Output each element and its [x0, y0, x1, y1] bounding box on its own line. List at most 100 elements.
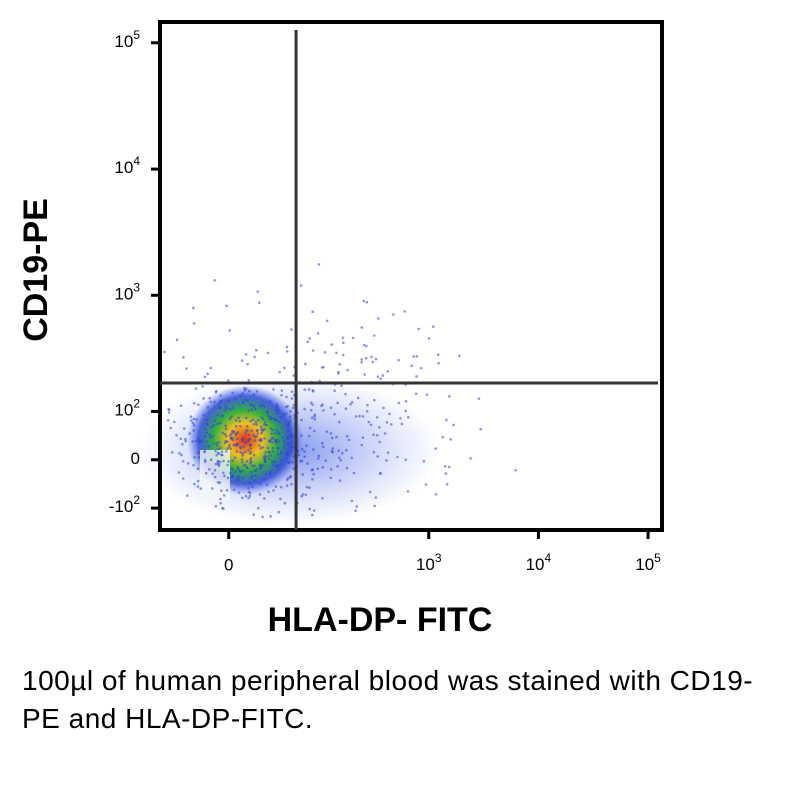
event-dot [237, 416, 240, 420]
event-dot [216, 459, 220, 463]
event-dot [321, 496, 324, 500]
event-dot [205, 422, 208, 426]
event-dot [253, 478, 256, 482]
event-dot [266, 455, 270, 458]
event-dot [350, 400, 354, 404]
event-dot [268, 472, 272, 475]
event-dot [441, 435, 444, 439]
event-dot [211, 434, 215, 438]
event-dot [404, 399, 408, 403]
event-dot [311, 310, 314, 314]
event-dot [338, 479, 342, 482]
event-dot [330, 343, 333, 346]
event-dot [170, 451, 174, 454]
event-dot [279, 497, 282, 501]
event-dot [208, 396, 211, 400]
event-dot [211, 487, 214, 490]
event-dot [452, 423, 455, 427]
event-dot [241, 400, 245, 404]
event-dot [241, 476, 244, 480]
event-dot [191, 440, 194, 443]
event-dot [385, 459, 388, 462]
event-dot [372, 450, 376, 454]
event-dot [213, 475, 217, 479]
tick-power: 3 [133, 280, 140, 294]
event-dot [242, 464, 246, 467]
event-dot [271, 450, 275, 453]
tick-power: 5 [133, 28, 140, 42]
event-dot [244, 431, 248, 435]
event-dot [177, 471, 181, 474]
event-dot [379, 377, 383, 381]
event-dot [196, 479, 200, 483]
event-dot [192, 322, 196, 325]
event-dot [233, 456, 237, 459]
event-dot [248, 452, 252, 455]
event-dot [469, 457, 472, 460]
event-dot [228, 329, 232, 332]
event-dot [206, 372, 209, 376]
tick-base: 10 [114, 32, 133, 51]
event-dot [224, 424, 227, 428]
event-dot [191, 421, 195, 425]
event-dot [248, 494, 252, 498]
event-dot [223, 408, 227, 412]
event-dot [278, 370, 281, 374]
event-dot [337, 371, 340, 375]
event-dot [264, 450, 268, 454]
tick-base: 10 [114, 285, 133, 304]
event-dot [329, 432, 333, 435]
event-dot [255, 434, 258, 438]
event-dot [434, 492, 438, 496]
event-dot [346, 368, 349, 372]
event-dot [422, 459, 426, 463]
event-dot [220, 399, 223, 403]
y-tick-label: 102 [114, 397, 140, 420]
event-dot [208, 468, 211, 471]
event-dot [385, 421, 389, 424]
event-dot [277, 440, 281, 444]
event-dot [273, 440, 277, 443]
event-dot [406, 490, 410, 493]
event-dot [181, 477, 185, 480]
event-dot [241, 452, 245, 455]
event-dot [286, 429, 290, 433]
x-tick-label: 104 [526, 551, 552, 574]
event-dot [274, 428, 278, 432]
event-dot [212, 424, 216, 427]
event-dot [269, 515, 272, 518]
event-dot [216, 413, 220, 417]
event-dot [330, 449, 334, 453]
event-dot [263, 427, 266, 431]
event-dot [193, 455, 196, 459]
event-dot [213, 419, 217, 422]
event-dot [231, 391, 234, 395]
event-dot [278, 432, 281, 436]
event-dot [458, 354, 461, 358]
event-dot [311, 477, 314, 481]
event-dot [167, 408, 171, 412]
event-dot [217, 402, 221, 406]
event-dot [217, 406, 221, 409]
event-dot [239, 424, 242, 428]
event-dot [263, 457, 266, 461]
event-dot [277, 510, 281, 514]
event-dot [443, 465, 447, 468]
event-dot [250, 408, 253, 412]
x-tick-label: 0 [224, 555, 233, 574]
event-dot [252, 513, 255, 516]
y-tick-label: 104 [114, 154, 140, 177]
event-dot [257, 418, 260, 422]
event-dot [279, 458, 283, 462]
event-dot [317, 454, 321, 458]
event-dot [374, 496, 378, 499]
event-dot [309, 401, 313, 405]
event-dot [396, 455, 399, 459]
event-dot [283, 444, 287, 447]
event-dot [208, 433, 212, 437]
event-dot [205, 431, 208, 434]
event-dot [286, 477, 290, 480]
event-dot [219, 394, 222, 397]
event-dot [308, 426, 312, 430]
event-dot [228, 408, 232, 411]
